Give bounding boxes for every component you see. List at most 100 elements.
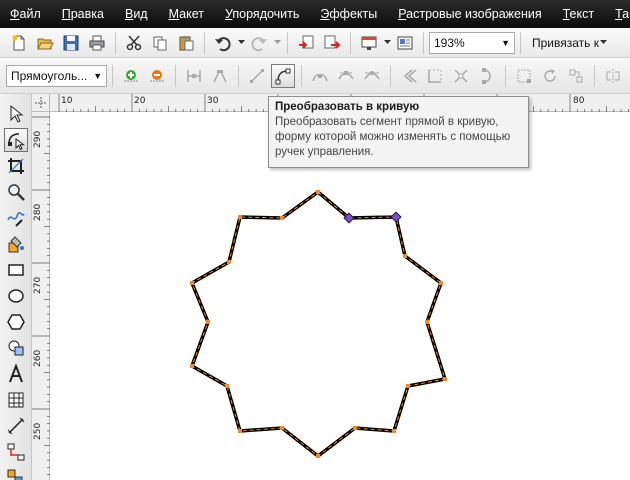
text-tool[interactable] <box>4 362 28 386</box>
freehand-tool[interactable] <box>4 206 28 230</box>
connector-tool[interactable] <box>4 440 28 464</box>
cut-button[interactable] <box>122 31 146 55</box>
import-button[interactable] <box>294 31 318 55</box>
path-node[interactable] <box>439 281 443 285</box>
snap-dropdown-arrow[interactable] <box>599 31 609 55</box>
cusp-node-icon <box>312 73 328 81</box>
path-node[interactable] <box>316 190 320 194</box>
ruler-label: 10 <box>61 96 73 106</box>
redo-button[interactable] <box>247 31 271 55</box>
path-node[interactable] <box>238 429 242 433</box>
path-node[interactable] <box>406 384 410 388</box>
stretch-scale-nodes-button[interactable] <box>512 64 536 88</box>
snap-to-dropdown[interactable]: Привязать к <box>532 35 599 50</box>
path-node[interactable] <box>392 429 396 433</box>
menu-table[interactable]: Табл <box>615 7 630 21</box>
table-icon <box>8 392 24 408</box>
polygon-icon <box>7 314 25 330</box>
join-nodes-button[interactable] <box>182 64 206 88</box>
cusp-node-button[interactable] <box>308 64 332 88</box>
path-node[interactable] <box>280 216 284 220</box>
path-node[interactable] <box>280 426 284 430</box>
ellipse-tool[interactable] <box>4 284 28 308</box>
selected-node[interactable] <box>390 211 402 223</box>
path-node[interactable] <box>403 254 407 258</box>
basic-shapes-tool[interactable] <box>4 336 28 360</box>
extend-curve-to-close-button[interactable] <box>423 64 447 88</box>
smooth-node-button[interactable] <box>334 64 358 88</box>
convert-to-curve-button[interactable] <box>271 63 295 88</box>
undo-dropdown[interactable] <box>236 31 246 55</box>
menu-bitmaps[interactable]: Растровые изображения <box>398 7 542 21</box>
convert-to-line-icon <box>250 68 264 83</box>
ruler-label: 250 <box>33 422 43 440</box>
path-node[interactable] <box>190 364 194 368</box>
path-node[interactable] <box>238 215 242 219</box>
smart-fill-tool[interactable] <box>4 232 28 256</box>
path-node[interactable] <box>316 454 320 458</box>
rectangle-tool[interactable] <box>4 258 28 282</box>
menu-bar: Файл Правка Вид Макет Упорядочить Эффект… <box>0 0 630 28</box>
reflect-horizontal-button[interactable] <box>601 64 625 88</box>
drawing-canvas[interactable] <box>51 113 630 480</box>
copy-button[interactable] <box>148 31 172 55</box>
pick-tool[interactable] <box>4 102 28 126</box>
convert-to-line-button[interactable] <box>245 64 269 88</box>
delete-node-icon <box>150 69 164 81</box>
extract-subpath-button[interactable] <box>449 64 473 88</box>
symmetric-node-button[interactable] <box>360 64 384 88</box>
menu-text[interactable]: Текст <box>562 7 595 21</box>
menu-view[interactable]: Вид <box>124 7 148 21</box>
zoom-level-value: 193% <box>434 35 465 50</box>
tooltip-convert-to-curve: Преобразовать в кривую Преобразовать сег… <box>268 96 529 168</box>
path-node[interactable] <box>227 260 231 264</box>
welcome-screen-button[interactable] <box>393 31 417 55</box>
shape-tool-icon <box>8 133 25 150</box>
path-node[interactable] <box>225 384 229 388</box>
menu-file[interactable]: Файл <box>10 7 41 21</box>
star-shape[interactable] <box>189 189 448 459</box>
delete-node-button[interactable] <box>145 64 169 88</box>
rotate-skew-nodes-button[interactable] <box>538 64 562 88</box>
toolbox <box>0 94 32 480</box>
zoom-tool[interactable] <box>4 180 28 204</box>
object-type-select[interactable]: Прямоуголь... ▼ <box>6 64 107 87</box>
symmetric-node-icon <box>364 70 380 79</box>
menu-arrange[interactable]: Упорядочить <box>225 7 300 21</box>
ruler-origin[interactable] <box>32 94 50 112</box>
chevron-down-icon <box>273 40 281 44</box>
table-tool[interactable] <box>4 388 28 412</box>
menu-effects[interactable]: Эффекты <box>320 7 378 21</box>
path-node[interactable] <box>353 426 357 430</box>
crop-tool[interactable] <box>4 154 28 178</box>
redo-dropdown[interactable] <box>272 31 282 55</box>
save-button[interactable] <box>59 31 83 55</box>
effects-tool[interactable] <box>4 466 28 480</box>
new-document-button[interactable] <box>7 31 31 55</box>
path-node[interactable] <box>443 377 447 381</box>
print-button[interactable] <box>85 31 109 55</box>
undo-button[interactable] <box>211 31 235 55</box>
dimension-tool[interactable] <box>4 414 28 438</box>
selected-node[interactable] <box>343 212 355 224</box>
add-node-button[interactable] <box>119 64 143 88</box>
menu-layout[interactable]: Макет <box>168 7 204 21</box>
paste-button[interactable] <box>174 31 198 55</box>
reverse-direction-button[interactable] <box>397 64 421 88</box>
polygon-tool[interactable] <box>4 310 28 334</box>
auto-close-curve-button[interactable] <box>475 64 499 88</box>
zoom-level-select[interactable]: 193% ▼ <box>429 31 515 54</box>
break-curve-button[interactable] <box>208 64 232 88</box>
export-button[interactable] <box>320 31 344 55</box>
menu-edit[interactable]: Правка <box>61 7 104 21</box>
ruler-label: 280 <box>33 203 43 221</box>
vertical-ruler[interactable]: 290 280 270 260 250 <box>32 112 50 480</box>
application-launcher-button[interactable] <box>357 31 381 55</box>
path-node[interactable] <box>190 281 194 285</box>
path-node[interactable] <box>206 320 210 324</box>
shape-tool[interactable] <box>4 128 28 152</box>
align-nodes-button[interactable] <box>564 64 588 88</box>
launcher-dropdown[interactable] <box>382 31 392 55</box>
open-button[interactable] <box>33 31 57 55</box>
path-node[interactable] <box>425 320 429 324</box>
